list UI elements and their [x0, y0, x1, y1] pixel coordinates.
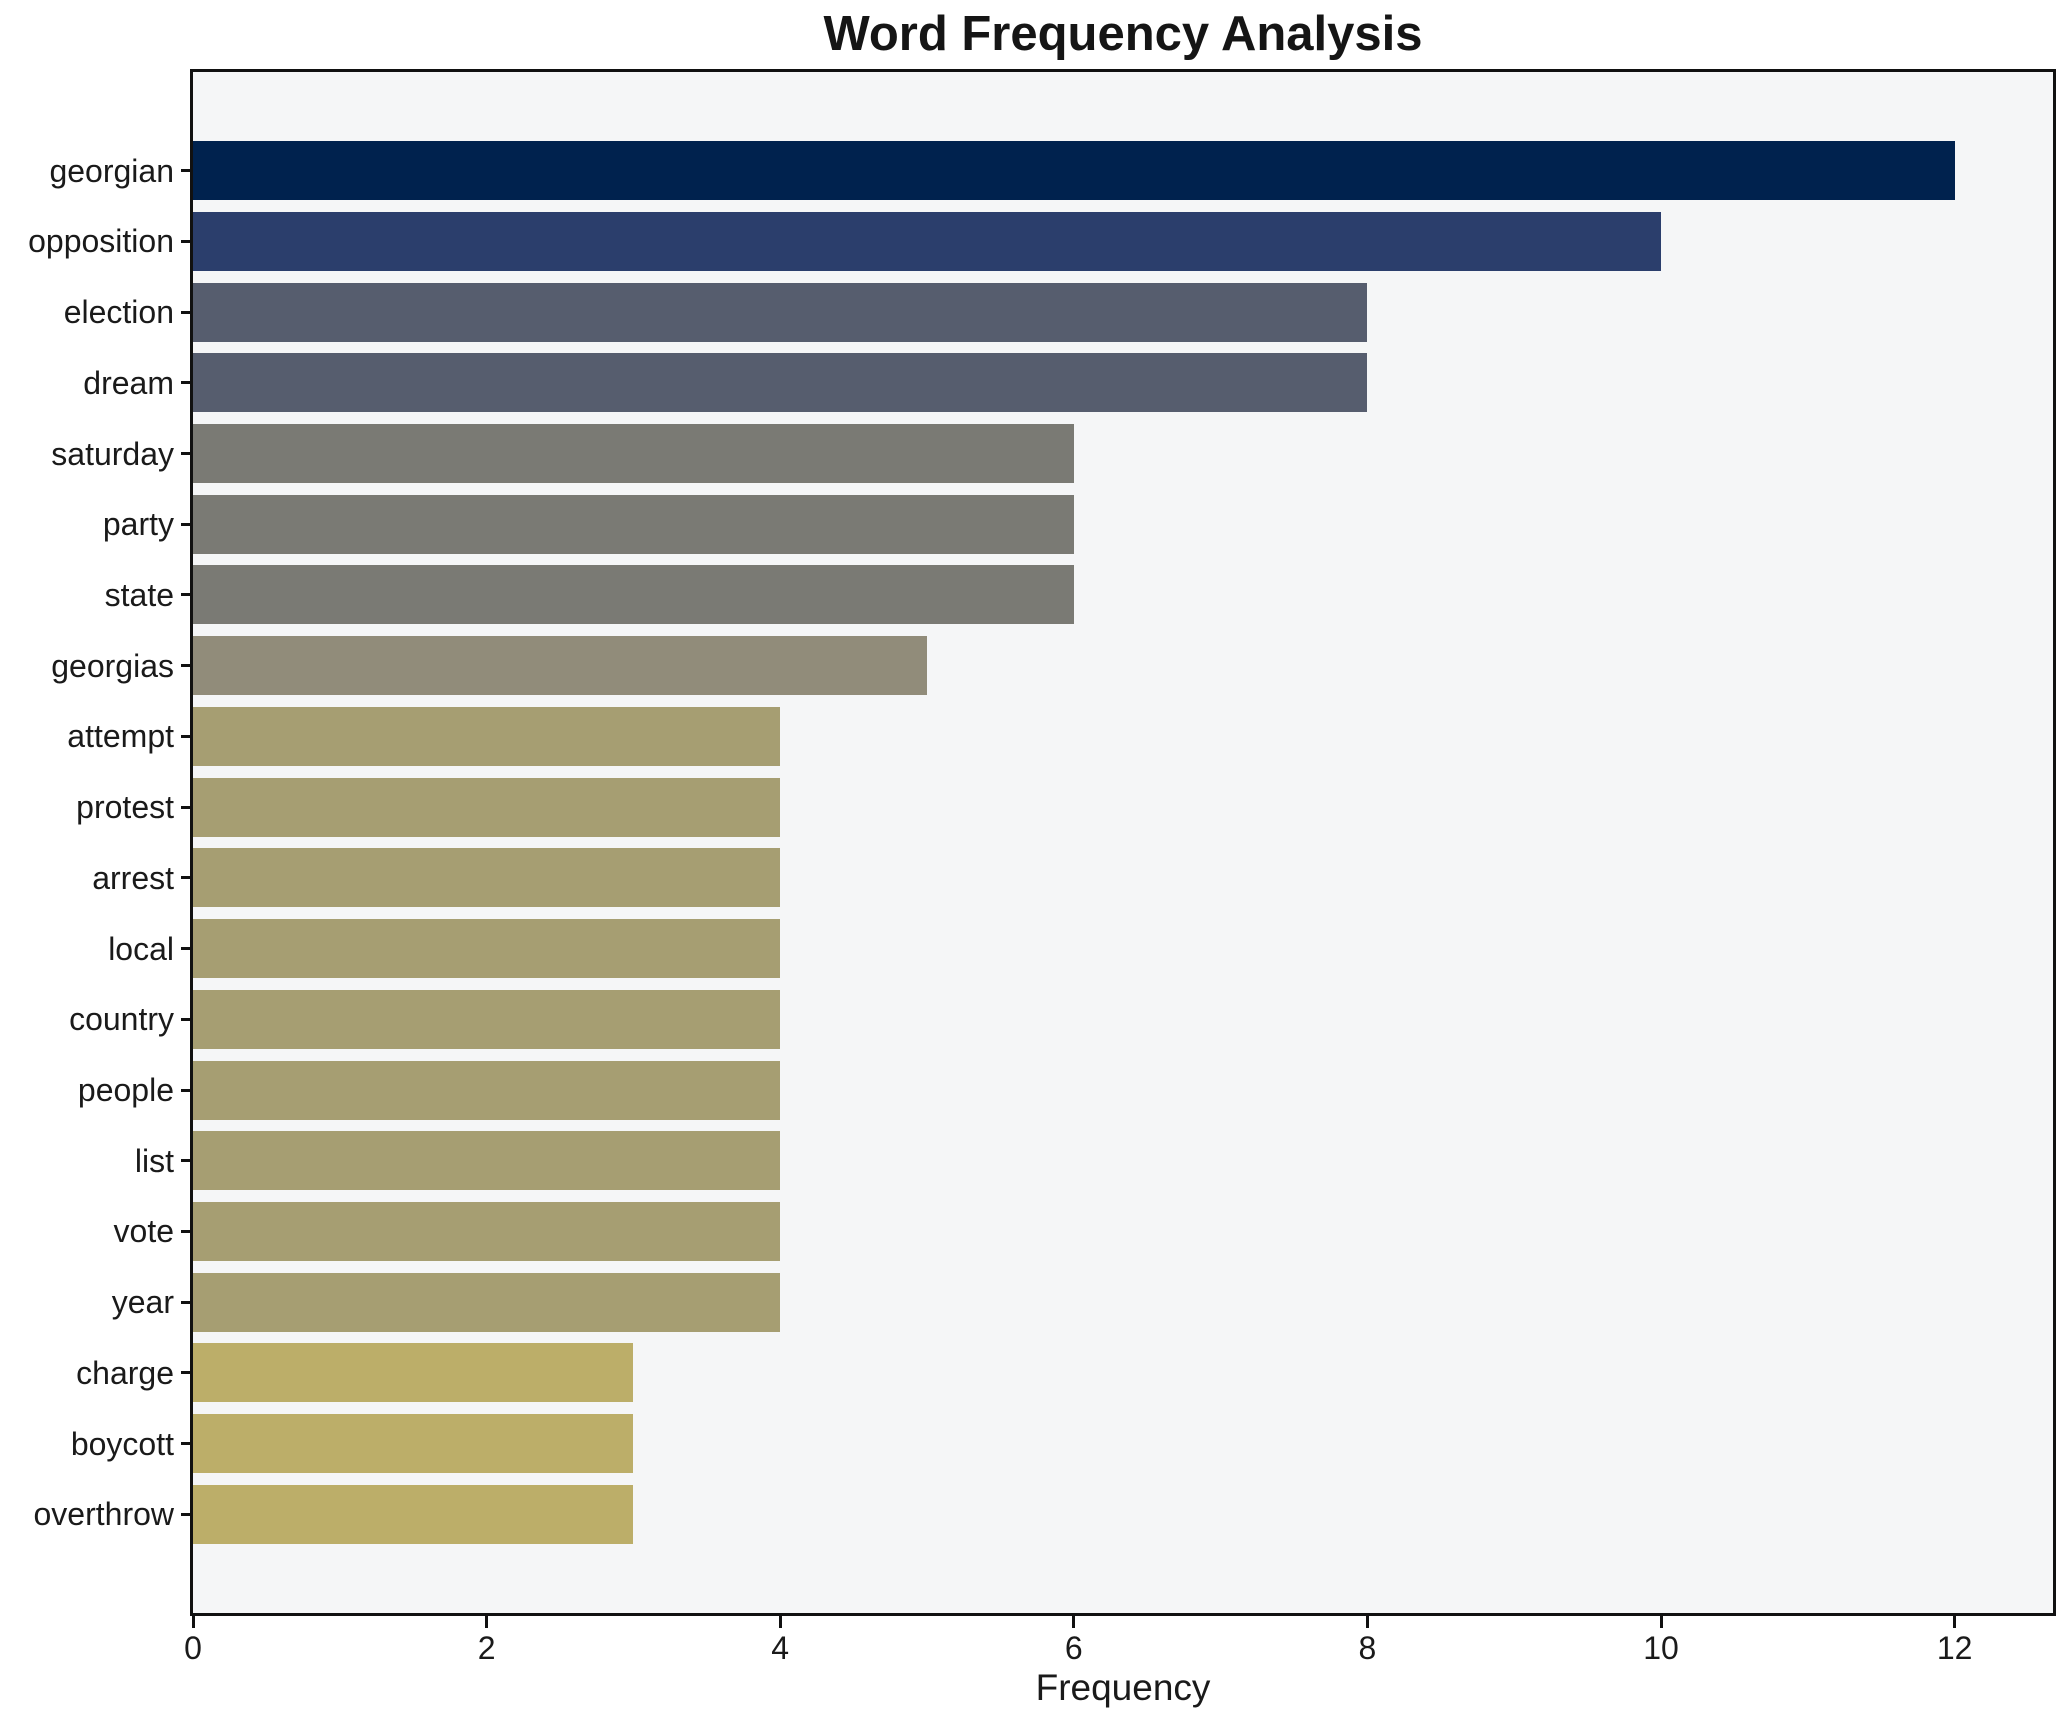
y-tick-vote: [181, 1229, 193, 1233]
bar-state: [193, 565, 1074, 625]
y-tick-local: [181, 947, 193, 951]
bar-list: [193, 1131, 781, 1191]
y-tick-people: [181, 1088, 193, 1092]
y-tick-election: [181, 310, 193, 314]
y-axis-label-election: election: [63, 294, 174, 331]
y-tick-party: [181, 522, 193, 526]
bar-protest: [193, 777, 781, 837]
y-axis-label-country: country: [69, 1001, 174, 1038]
bar-arrest: [193, 848, 781, 908]
y-tick-attempt: [181, 734, 193, 738]
bar-attempt: [193, 706, 781, 766]
y-tick-state: [181, 593, 193, 597]
y-axis-label-overthrow: overthrow: [33, 1496, 175, 1533]
x-tick-label-8: 8: [1358, 1630, 1377, 1666]
x-tick-6: [1072, 1616, 1076, 1628]
y-tick-country: [181, 1017, 193, 1021]
x-tick-label-10: 10: [1643, 1630, 1679, 1666]
y-axis-label-charge: charge: [76, 1354, 174, 1391]
y-axis-label-state: state: [104, 576, 174, 613]
y-tick-arrest: [181, 876, 193, 880]
bar-opposition: [193, 211, 1662, 271]
bar-country: [193, 989, 781, 1049]
y-tick-dream: [181, 381, 193, 385]
bar-party: [193, 494, 1074, 554]
y-tick-opposition: [181, 239, 193, 243]
bar-georgias: [193, 636, 928, 696]
y-tick-year: [181, 1300, 193, 1304]
bar-people: [193, 1060, 781, 1120]
y-axis-label-dream: dream: [83, 364, 174, 401]
bar-year: [193, 1272, 781, 1332]
bar-dream: [193, 353, 1368, 413]
y-axis-label-georgias: georgias: [51, 647, 174, 684]
x-tick-label-6: 6: [1064, 1630, 1083, 1666]
y-axis-label-boycott: boycott: [70, 1425, 174, 1462]
y-tick-charge: [181, 1371, 193, 1375]
x-tick-label-0: 0: [184, 1630, 202, 1666]
x-tick-label-4: 4: [771, 1630, 790, 1666]
y-axis-label-local: local: [108, 930, 174, 967]
y-axis-label-vote: vote: [113, 1213, 174, 1250]
y-axis-label-arrest: arrest: [92, 859, 174, 896]
y-axis-label-people: people: [77, 1072, 174, 1109]
y-axis-label-list: list: [134, 1142, 174, 1179]
x-tick-2: [485, 1616, 489, 1628]
x-tick-label-2: 2: [477, 1630, 496, 1666]
x-tick-12: [1953, 1616, 1957, 1628]
x-tick-label-12: 12: [1936, 1630, 1973, 1666]
x-tick-8: [1365, 1616, 1369, 1628]
chart-title: Word Frequency Analysis: [823, 7, 1423, 61]
y-tick-overthrow: [181, 1512, 193, 1516]
y-tick-saturday: [181, 452, 193, 456]
x-axis-title: Frequency: [1035, 1667, 1211, 1708]
bar-georgian: [193, 141, 1955, 201]
y-axis-label-georgian: georgian: [49, 152, 174, 189]
y-axis-label-protest: protest: [76, 789, 174, 826]
x-tick-4: [778, 1616, 782, 1628]
y-axis-label-saturday: saturday: [51, 435, 174, 472]
y-axis-label-opposition: opposition: [28, 223, 174, 260]
bar-local: [193, 919, 781, 979]
y-axis-label-year: year: [111, 1284, 174, 1321]
y-tick-georgian: [181, 169, 193, 173]
x-tick-10: [1659, 1616, 1663, 1628]
plot-area: [190, 69, 2056, 1616]
bar-saturday: [193, 424, 1074, 484]
y-axis-label-party: party: [102, 506, 174, 543]
y-tick-boycott: [181, 1442, 193, 1446]
bar-overthrow: [193, 1484, 634, 1544]
x-tick-0: [191, 1616, 195, 1628]
bar-boycott: [193, 1414, 634, 1474]
bar-vote: [193, 1201, 781, 1261]
y-tick-list: [181, 1159, 193, 1163]
y-tick-protest: [181, 805, 193, 809]
y-axis-label-attempt: attempt: [67, 718, 174, 755]
bar-election: [193, 282, 1368, 342]
y-tick-georgias: [181, 664, 193, 668]
bar-charge: [193, 1343, 634, 1403]
